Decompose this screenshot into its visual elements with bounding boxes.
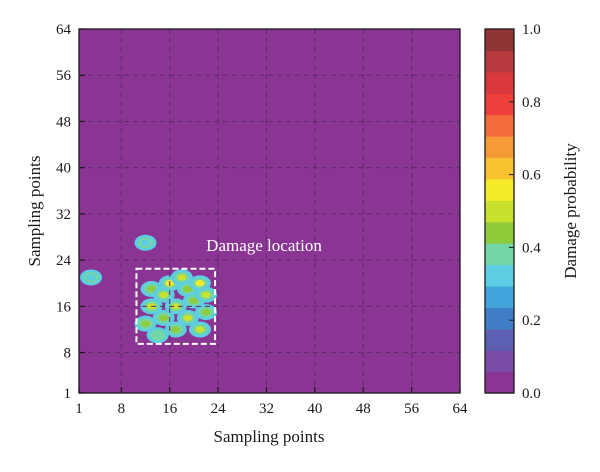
colorbar-segment-16	[485, 29, 514, 52]
colorbar-segment-4	[485, 285, 514, 308]
y-tick-label-7: 56	[56, 68, 72, 84]
colorbar-segment-2	[485, 328, 514, 351]
hotspot-10	[164, 321, 187, 338]
colorbar-segment-11	[485, 136, 514, 159]
colorbar-tick-label-5: 1.0	[522, 22, 541, 38]
x-tick-label-2: 16	[162, 401, 178, 417]
colorbar-tick-label-1: 0.2	[522, 313, 541, 329]
x-tick-label-1: 8	[118, 401, 126, 417]
hotspot-core-4	[147, 285, 157, 293]
x-tick-label-0: 1	[75, 401, 83, 417]
x-axis-label: Sampling points	[214, 427, 325, 446]
y-tick-label-6: 48	[56, 114, 71, 130]
hotspot-1	[134, 234, 157, 251]
y-tick-label-0: 1	[64, 386, 72, 402]
x-tick-label-6: 48	[356, 401, 371, 417]
damage-location-box	[135, 267, 217, 345]
y-axis-ticks: 1 8 16 24 32 40 48 56 64	[56, 22, 85, 402]
colorbar-tick-label-0: 0.0	[522, 386, 541, 402]
hotspot-core-13	[183, 314, 193, 322]
y-tick-label-5: 40	[56, 161, 71, 177]
hotspot-core-12	[183, 285, 193, 293]
hotspot-core-17	[201, 308, 211, 316]
damage-hotspots	[80, 234, 217, 344]
colorbar-ticks: 0.0 0.2 0.4 0.6 0.8 1.0	[509, 22, 541, 402]
colorbar-segment-10	[485, 157, 514, 180]
hotspot-core-16	[195, 326, 205, 333]
plot-area	[79, 29, 460, 393]
hotspot-core-18	[201, 291, 211, 298]
hotspot-core-15	[195, 280, 205, 287]
hotspot-2	[134, 315, 157, 332]
colorbar-segment-0	[485, 371, 514, 394]
hotspot-core-9	[171, 303, 181, 310]
hotspot-core-2	[141, 320, 151, 327]
hotspot-core-10	[171, 326, 181, 333]
hotspot-9	[164, 298, 187, 315]
colorbar-segment-8	[485, 200, 514, 223]
hotspot-7	[152, 309, 175, 326]
x-tick-label-4: 32	[259, 401, 274, 417]
hotspot-core-5	[153, 332, 163, 339]
colorbar-label: Damage probability	[561, 143, 580, 279]
hotspot-core-7	[159, 314, 169, 322]
hotspot-5	[146, 327, 169, 344]
y-tick-label-8: 64	[56, 22, 72, 38]
colorbar-segment-7	[485, 221, 514, 244]
colorbar-tick-label-4: 0.8	[522, 95, 541, 111]
y-tick-label-1: 8	[64, 346, 72, 362]
x-tick-label-7: 56	[404, 401, 420, 417]
colorbar-segment-15	[485, 50, 514, 73]
x-axis-ticks: 1 8 16 24 32 40 48 56 64	[75, 387, 468, 417]
hotspot-13	[176, 309, 199, 326]
hotspot-16	[188, 321, 211, 338]
hotspot-core-11	[177, 274, 187, 281]
colorbar-segment-9	[485, 178, 514, 201]
colorbar-segment-13	[485, 93, 514, 116]
grid-lines	[79, 29, 460, 393]
y-tick-label-3: 24	[56, 253, 72, 269]
y-tick-label-4: 32	[56, 207, 71, 223]
hotspot-17	[195, 304, 217, 321]
hotspot-0	[80, 269, 103, 286]
plot-frame	[78, 28, 461, 394]
x-tick-label-3: 24	[211, 401, 227, 417]
hotspot-core-14	[189, 297, 199, 304]
hotspot-core-0	[86, 274, 96, 281]
hotspot-core-1	[141, 239, 151, 246]
colorbar-tick-label-2: 0.4	[522, 240, 541, 256]
hotspot-18	[195, 286, 217, 303]
y-axis-label: Sampling points	[25, 156, 44, 267]
hotspot-core-6	[159, 291, 169, 298]
damage-location-annotation: Damage location	[206, 236, 322, 255]
colorbar	[485, 29, 514, 394]
colorbar-frame	[484, 28, 515, 394]
colorbar-segment-6	[485, 243, 514, 266]
colorbar-segment-14	[485, 71, 514, 94]
colorbar-segment-5	[485, 264, 514, 287]
x-tick-label-8: 64	[453, 401, 469, 417]
colorbar-segment-3	[485, 307, 514, 330]
colorbar-segment-1	[485, 350, 514, 373]
x-tick-label-5: 40	[307, 401, 322, 417]
y-tick-label-2: 16	[56, 299, 72, 315]
colorbar-segment-12	[485, 114, 514, 137]
colorbar-tick-label-3: 0.6	[522, 168, 541, 184]
